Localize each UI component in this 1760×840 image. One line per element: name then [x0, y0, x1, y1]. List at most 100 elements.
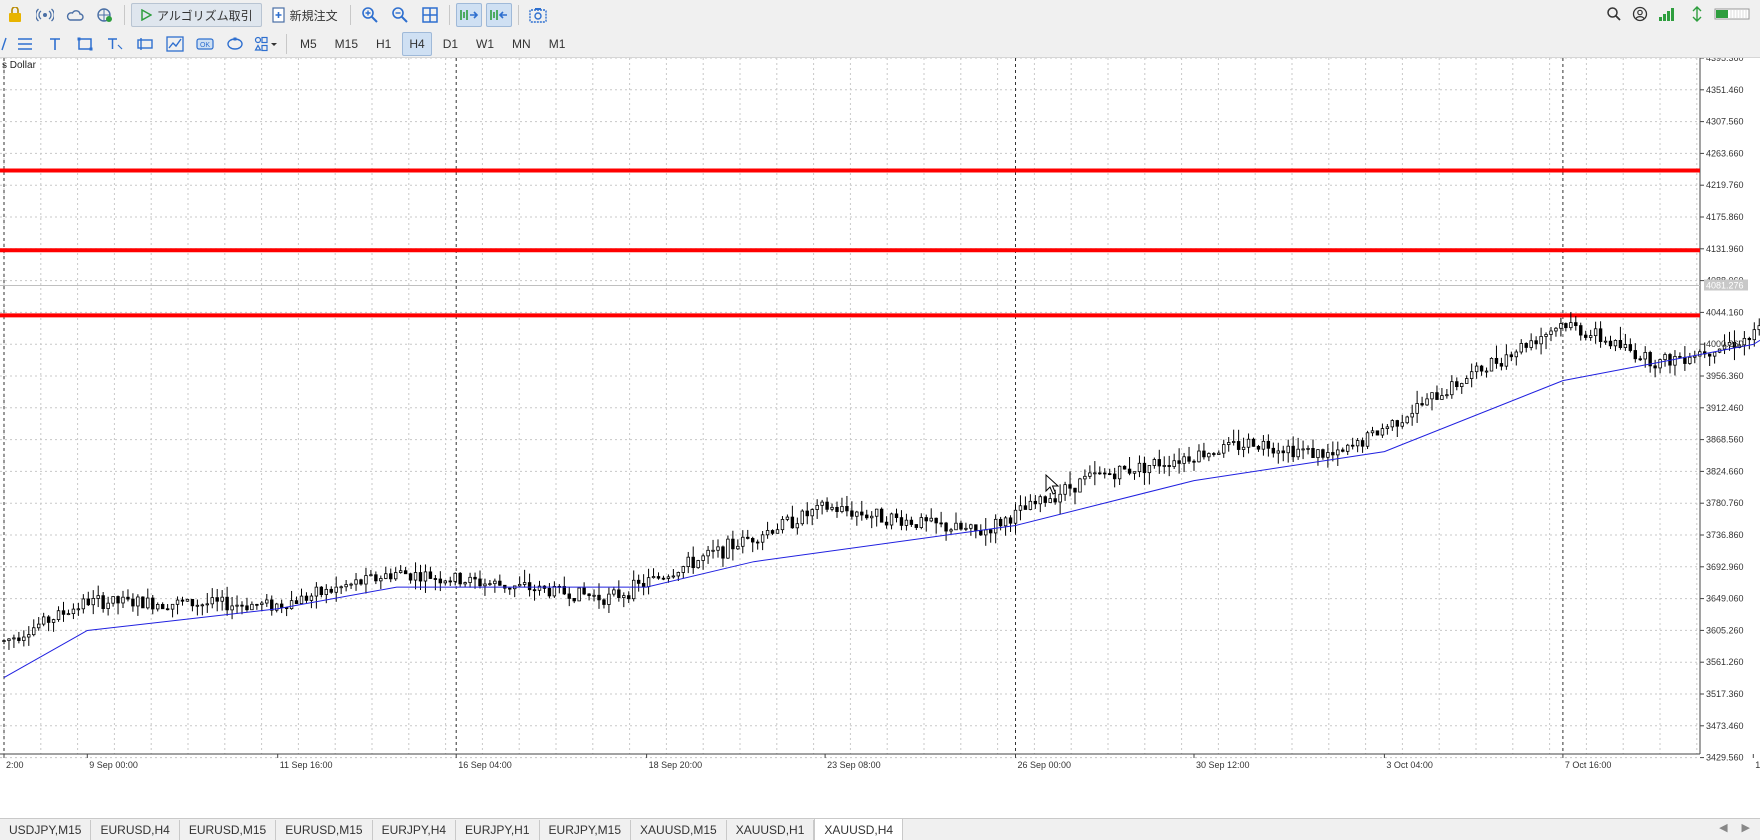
- text-tool-icon[interactable]: [42, 32, 68, 56]
- timeframe-m5[interactable]: M5: [300, 36, 317, 51]
- candle-body: [582, 587, 586, 595]
- periods-separator-icon[interactable]: [132, 32, 158, 56]
- shapes-dropdown-icon[interactable]: [252, 32, 280, 56]
- candle-body: [1033, 500, 1038, 505]
- candle-body: [845, 506, 849, 512]
- candle-body: [483, 583, 487, 587]
- candle-body: [493, 580, 497, 585]
- timeframe-w1[interactable]: W1: [476, 36, 495, 51]
- candle-body: [1529, 340, 1533, 348]
- candle-body: [210, 597, 214, 605]
- vps-globe-icon[interactable]: [92, 3, 118, 27]
- chart-tab[interactable]: XAUUSD,M15: [631, 820, 727, 840]
- candle-body: [379, 578, 383, 582]
- timeframe-h4[interactable]: H4: [402, 31, 432, 56]
- candle-body: [805, 510, 809, 517]
- candle-body: [304, 595, 309, 601]
- chart-tab[interactable]: XAUUSD,H1: [727, 820, 815, 840]
- candle-body: [354, 579, 358, 585]
- price-tick-label: 3868.560: [1706, 435, 1744, 445]
- price-axis: 4395.360 4351.460 4307.560 4263.660 4219.760…: [1700, 58, 1744, 763]
- candle-body: [577, 587, 581, 602]
- candle-body: [1147, 465, 1152, 474]
- candle-body: [185, 598, 190, 602]
- new-order-icon: [272, 7, 285, 23]
- candle-body: [959, 522, 963, 530]
- candle-body: [37, 623, 41, 629]
- chevron-right-icon[interactable]: ▶: [1741, 822, 1750, 834]
- ok-button-icon[interactable]: OK: [192, 32, 218, 56]
- market-watch-icon[interactable]: [2, 3, 28, 27]
- candlestick-chart[interactable]: 4395.360 4351.460 4307.560 4263.660 4219.760…: [0, 58, 1760, 798]
- price-chart[interactable]: 4395.360 4351.460 4307.560 4263.660 4219.760…: [0, 58, 1760, 798]
- line-tool-icon[interactable]: [0, 32, 8, 56]
- price-tick-label: 3605.260: [1706, 625, 1744, 635]
- timeframe-mn[interactable]: MN: [512, 36, 531, 51]
- candle-body: [384, 573, 388, 579]
- candle-body: [235, 604, 239, 607]
- candle-body: [572, 598, 576, 602]
- candle-body: [225, 596, 229, 611]
- search-icon[interactable]: [1606, 6, 1622, 25]
- ellipse-tool-icon[interactable]: [222, 32, 248, 56]
- chart-tab[interactable]: USDJPY,M15: [0, 820, 92, 840]
- account-icon[interactable]: [1632, 6, 1648, 25]
- candle-body: [141, 596, 145, 609]
- chart-tab[interactable]: EURUSD,H4: [91, 820, 180, 840]
- candle-body: [1078, 478, 1082, 493]
- candle-body: [270, 599, 274, 611]
- candle-body: [830, 506, 834, 510]
- tab-scroll-arrows[interactable]: ◀ ▶: [1719, 821, 1750, 834]
- candle-body: [17, 637, 21, 641]
- indicator-chart-icon[interactable]: [162, 32, 188, 56]
- candle-body: [969, 524, 973, 529]
- candle-body: [71, 608, 76, 615]
- candle-body: [1108, 473, 1112, 476]
- zoom-out-icon[interactable]: [387, 3, 413, 27]
- chart-tab[interactable]: EURUSD,M15: [180, 820, 277, 840]
- timeframe-m15[interactable]: M15: [334, 36, 359, 51]
- candle-body: [1707, 353, 1712, 357]
- zoom-in-icon[interactable]: [357, 3, 383, 27]
- candle-body: [716, 546, 720, 551]
- drawing-toolbar: OK M5 M15 H1 H4 D1 W1 MN M1: [0, 30, 1760, 58]
- timeframe-d1[interactable]: D1: [442, 36, 459, 51]
- rectangle-tool-icon[interactable]: [72, 32, 98, 56]
- candle-body: [289, 600, 294, 610]
- candle-body: [1425, 398, 1429, 406]
- tile-windows-icon[interactable]: [417, 3, 443, 27]
- chart-tab[interactable]: EURJPY,H4: [373, 820, 457, 840]
- screenshot-icon[interactable]: [525, 3, 551, 27]
- timeframe-h1[interactable]: H1: [376, 36, 392, 51]
- timeframe-m1[interactable]: M1: [548, 36, 566, 51]
- signal-strength-icon: [1658, 6, 1680, 25]
- horizontal-levels[interactable]: [0, 168, 1700, 318]
- chevron-left-icon[interactable]: ◀: [1719, 822, 1728, 834]
- chart-tab[interactable]: EURUSD,M15: [276, 820, 373, 840]
- candle-body: [1712, 351, 1717, 357]
- candle-body: [1618, 340, 1623, 348]
- candle-body: [701, 555, 705, 561]
- chart-tab[interactable]: EURJPY,M15: [540, 820, 632, 840]
- auto-scroll-icon[interactable]: [455, 3, 482, 27]
- cloud-icon[interactable]: [62, 3, 88, 27]
- candle-body: [309, 595, 314, 601]
- price-tick-label: 3956.360: [1706, 371, 1744, 381]
- signals-icon[interactable]: [32, 3, 58, 27]
- horizontal-lines-icon[interactable]: [12, 32, 38, 56]
- candle-body: [656, 576, 661, 579]
- text-label-tool-icon[interactable]: [102, 32, 128, 56]
- new-order-button[interactable]: 新規注文: [266, 3, 344, 27]
- chart-tab[interactable]: EURJPY,H1: [456, 820, 540, 840]
- candle-body: [190, 598, 195, 607]
- candle-body: [146, 597, 150, 609]
- candle-body: [1524, 343, 1528, 348]
- chart-shift-icon[interactable]: [485, 3, 512, 27]
- candle-body: [1727, 342, 1732, 346]
- candle-body: [755, 541, 760, 544]
- chart-tab[interactable]: XAUUSD,H4: [814, 818, 904, 840]
- candle-body: [904, 519, 909, 526]
- algo-trading-button[interactable]: アルゴリズム取引: [131, 3, 262, 27]
- candle-body: [1276, 450, 1280, 454]
- candle-body: [1405, 416, 1409, 424]
